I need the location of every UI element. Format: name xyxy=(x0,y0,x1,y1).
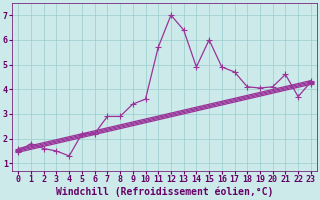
X-axis label: Windchill (Refroidissement éolien,°C): Windchill (Refroidissement éolien,°C) xyxy=(56,187,273,197)
